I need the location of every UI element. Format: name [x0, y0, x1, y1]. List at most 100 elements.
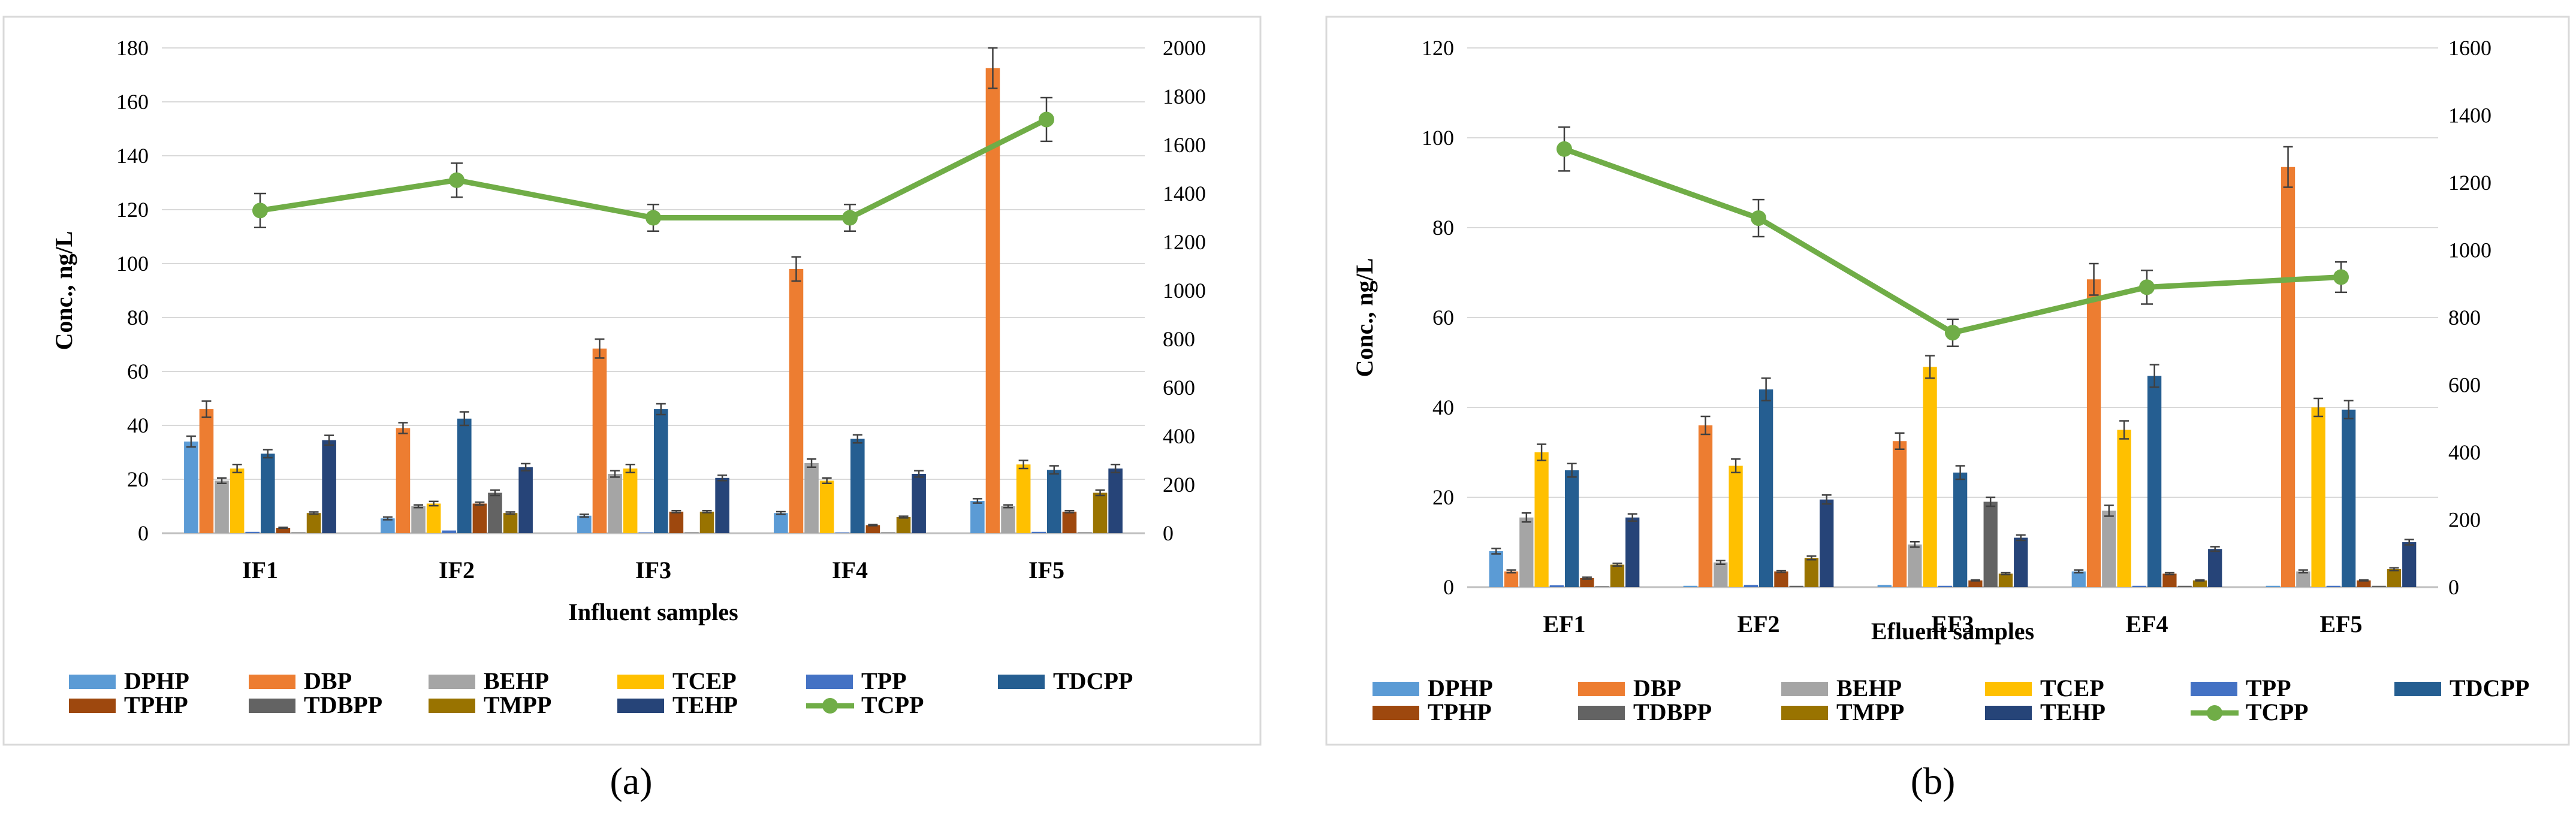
y2-tick-label: 2000 — [1163, 36, 1206, 60]
bar-dbp-if4 — [789, 269, 804, 533]
bar-dbp-if1 — [199, 409, 214, 533]
legend-marker-tcpp — [822, 698, 838, 714]
legend-label-tehp: TEHP — [672, 691, 738, 718]
y2-tick-label: 1000 — [2448, 238, 2491, 262]
y2-tick-label: 200 — [2448, 508, 2481, 532]
x-tick-label-if2: IF2 — [439, 557, 475, 584]
bar-dbp-if3 — [592, 348, 607, 533]
bar-tpp-ef3 — [1938, 585, 1952, 587]
legend-item-tmpp: TMPP — [1781, 699, 1904, 726]
y2-tick-label: 1600 — [1163, 133, 1206, 157]
bar-tphp-ef1 — [1580, 578, 1594, 587]
bar-tcep-ef1 — [1534, 452, 1549, 587]
bar-dbp-ef5 — [2281, 167, 2296, 587]
bar-tcep-if5 — [1016, 464, 1031, 533]
bar-tehp-if5 — [1108, 469, 1123, 533]
bar-tdcpp-if5 — [1047, 470, 1061, 533]
bar-dbp-ef1 — [1504, 571, 1519, 587]
legend-item-tphp: TPHP — [1373, 699, 1492, 726]
bar-tehp-ef4 — [2208, 549, 2222, 587]
point-tcpp-ef1 — [1557, 141, 1572, 157]
point-tcpp-if5 — [1039, 111, 1054, 128]
bar-tcep-ef5 — [2311, 407, 2325, 587]
legend-label-tcpp: TCPP — [2246, 699, 2308, 726]
bar-tpp-if1 — [245, 531, 260, 533]
y2-tick-label: 600 — [2448, 373, 2481, 397]
point-tcpp-if4 — [842, 210, 858, 226]
y2-tick-label: 0 — [1163, 521, 1174, 545]
x-tick-label-if1: IF1 — [242, 557, 278, 584]
legend-swatch-tmpp — [429, 699, 475, 713]
x-tick-label-ef1: EF1 — [1543, 610, 1585, 637]
y-tick-label: 180 — [116, 36, 149, 60]
bar-tcep-if4 — [819, 480, 834, 533]
bar-tpp-ef4 — [2132, 585, 2146, 587]
y-tick-label: 40 — [1432, 395, 1454, 419]
bar-tmpp-if2 — [503, 513, 518, 533]
y2-tick-label: 1000 — [1163, 279, 1206, 303]
bar-dbp-if2 — [396, 428, 411, 533]
bar-behp-ef2 — [1714, 562, 1728, 587]
bar-behp-ef1 — [1519, 517, 1534, 587]
bar-tphp-if5 — [1062, 512, 1077, 533]
legend-item-dphp: DPHP — [1373, 675, 1493, 702]
bar-dphp-if3 — [577, 515, 592, 533]
bar-tdcpp-if1 — [261, 454, 275, 533]
legend-label-dphp: DPHP — [124, 667, 189, 694]
legend-label-tdcpp: TDCPP — [1053, 667, 1133, 694]
y2-tick-label: 1800 — [1163, 84, 1206, 108]
bar-dbp-ef4 — [2086, 279, 2101, 587]
legend-label-tpp: TPP — [861, 667, 907, 694]
y2-tick-label: 1600 — [2448, 36, 2491, 60]
y2-tick-label: 400 — [2448, 440, 2481, 464]
legend-label-behp: BEHP — [1836, 675, 1902, 702]
y-tick-label: 20 — [127, 467, 149, 491]
x-tick-label-if3: IF3 — [635, 557, 671, 584]
bar-tphp-ef2 — [1774, 571, 1788, 587]
legend-item-tdbpp: TDBPP — [249, 691, 382, 718]
bar-tphp-if2 — [472, 503, 487, 533]
y-axis-title: Conc., ng/L — [50, 231, 77, 350]
legend-swatch-tpp — [2191, 682, 2237, 696]
bar-tmpp-ef3 — [1998, 573, 2013, 587]
bar-tpp-if2 — [442, 530, 456, 533]
bar-dphp-ef3 — [1877, 585, 1892, 587]
legend-label-tdbpp: TDBPP — [1633, 699, 1712, 726]
bar-tdcpp-ef5 — [2342, 409, 2356, 587]
x-tick-label-ef3: EF3 — [1931, 610, 1974, 637]
legend-swatch-dbp — [249, 675, 295, 689]
bar-tehp-if1 — [322, 440, 336, 533]
x-tick-label-ef2: EF2 — [1737, 610, 1779, 637]
point-tcpp-ef2 — [1751, 210, 1766, 226]
bar-tcep-ef2 — [1729, 466, 1743, 587]
point-tcpp-ef4 — [2139, 279, 2155, 295]
bar-dphp-ef2 — [1683, 585, 1697, 587]
y-tick-label: 0 — [1443, 575, 1454, 599]
chart-panel-b: 0204060801001200200400600800100012001400… — [1325, 16, 2570, 802]
bar-behp-ef4 — [2102, 510, 2116, 587]
bar-tdcpp-ef3 — [1953, 472, 1968, 587]
legend-item-tcpp: TCPP — [806, 691, 924, 718]
bar-tdcpp-if2 — [457, 418, 472, 533]
bar-dbp-ef3 — [1892, 441, 1907, 587]
x-tick-label-if4: IF4 — [832, 557, 868, 584]
y-tick-label: 60 — [1432, 306, 1454, 330]
legend-swatch-behp — [429, 675, 475, 689]
bar-behp-if3 — [608, 474, 622, 533]
y-tick-label: 20 — [1432, 485, 1454, 509]
point-tcpp-ef5 — [2333, 269, 2349, 285]
legend-label-tehp: TEHP — [2040, 699, 2106, 726]
bar-dbp-if5 — [985, 68, 1000, 533]
y2-tick-label: 400 — [1163, 424, 1195, 448]
bar-tcep-ef4 — [2117, 430, 2131, 587]
legend-label-tdbpp: TDBPP — [304, 691, 382, 718]
y-tick-label: 0 — [138, 521, 149, 545]
bar-dbp-ef2 — [1698, 425, 1713, 587]
legend-item-behp: BEHP — [429, 667, 549, 694]
panel-label: (b) — [1911, 760, 1956, 802]
legend-label-dphp: DPHP — [1428, 675, 1493, 702]
legend-item-dbp: DBP — [249, 667, 352, 694]
y-tick-label: 120 — [116, 198, 149, 222]
legend-swatch-behp — [1781, 682, 1828, 696]
legend-swatch-tcep — [1985, 682, 2032, 696]
